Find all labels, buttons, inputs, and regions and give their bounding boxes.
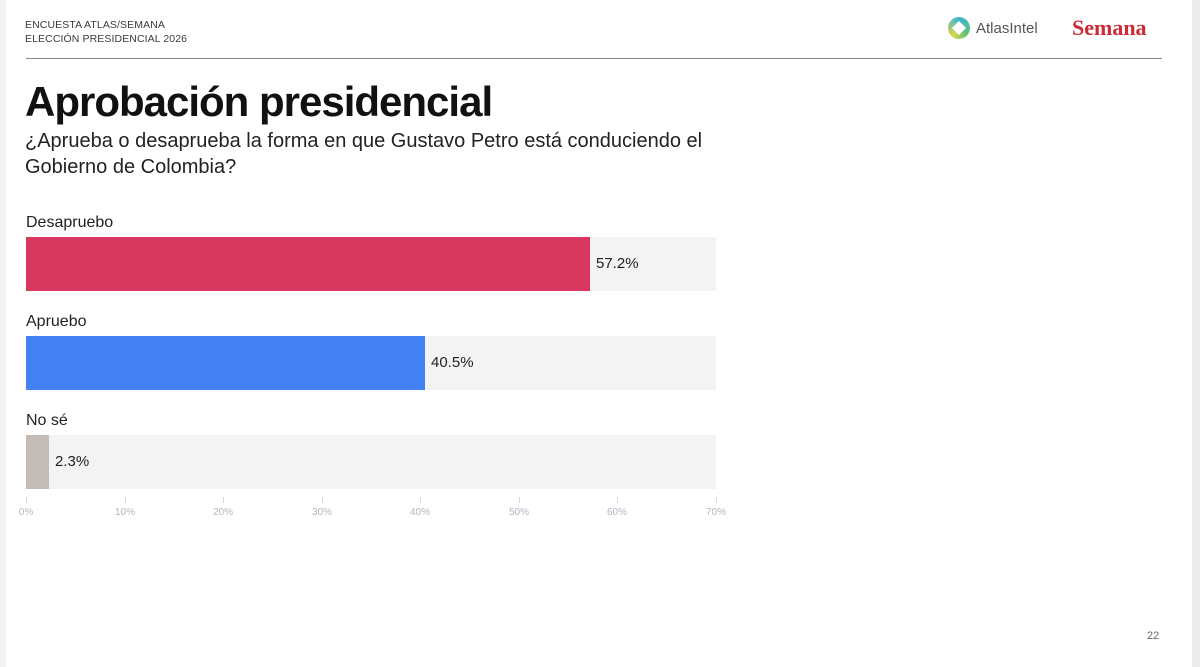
bar-fill: [26, 435, 49, 489]
axis-tick: [223, 497, 224, 503]
axis-tick: [617, 497, 618, 503]
bar-value-label: 40.5%: [431, 354, 474, 371]
bar-value-label: 57.2%: [596, 255, 639, 272]
bar-fill: [26, 237, 590, 291]
page-title: Aprobación presidencial: [25, 78, 493, 125]
question-subtitle: ¿Aprueba o desaprueba la forma en que Gu…: [25, 130, 703, 178]
bar-value-label: 2.3%: [55, 453, 90, 470]
axis-tick-label: 0%: [18, 507, 34, 518]
kicker-line-1: ENCUESTA ATLAS/SEMANA: [25, 19, 165, 31]
bar-track: 57.2%: [26, 237, 716, 291]
axis-tick-label: 30%: [311, 507, 333, 518]
axis-tick: [519, 497, 520, 503]
axis-tick: [26, 497, 27, 503]
semana-logo: Semana: [1072, 15, 1147, 40]
atlasintel-logo: AtlasIntel: [948, 17, 1038, 39]
survey-kicker: ENCUESTA ATLAS/SEMANA ELECCIÓN PRESIDENC…: [25, 18, 187, 46]
axis-tick: [125, 497, 126, 503]
atlasintel-logo-text: AtlasIntel: [976, 19, 1038, 37]
bar-label: Apruebo: [26, 313, 87, 330]
axis-tick-label: 50%: [508, 507, 530, 518]
atlasintel-logo-icon: [948, 17, 970, 39]
axis-tick-label: 40%: [409, 507, 431, 518]
bar-label: Desapruebo: [26, 214, 114, 231]
slide: [6, 0, 1192, 667]
x-axis: 0% 10% 20% 30% 40% 50% 60% 70%: [19, 497, 727, 523]
bar-track: 40.5%: [26, 336, 716, 390]
slide-edge: [1192, 0, 1200, 667]
page-number: 22: [1147, 630, 1160, 642]
bar-label: No sé: [26, 412, 68, 429]
bar-track: 2.3%: [26, 435, 716, 489]
axis-tick-label: 60%: [606, 507, 628, 518]
axis-tick: [716, 497, 717, 503]
bar-fill: [26, 336, 425, 390]
axis-tick: [322, 497, 323, 503]
axis-tick-label: 70%: [705, 507, 727, 518]
axis-tick-label: 20%: [212, 507, 234, 518]
axis-tick-label: 10%: [114, 507, 136, 518]
axis-tick: [420, 497, 421, 503]
header-divider: [26, 58, 1162, 59]
kicker-line-2: ELECCIÓN PRESIDENCIAL 2026: [25, 33, 188, 45]
